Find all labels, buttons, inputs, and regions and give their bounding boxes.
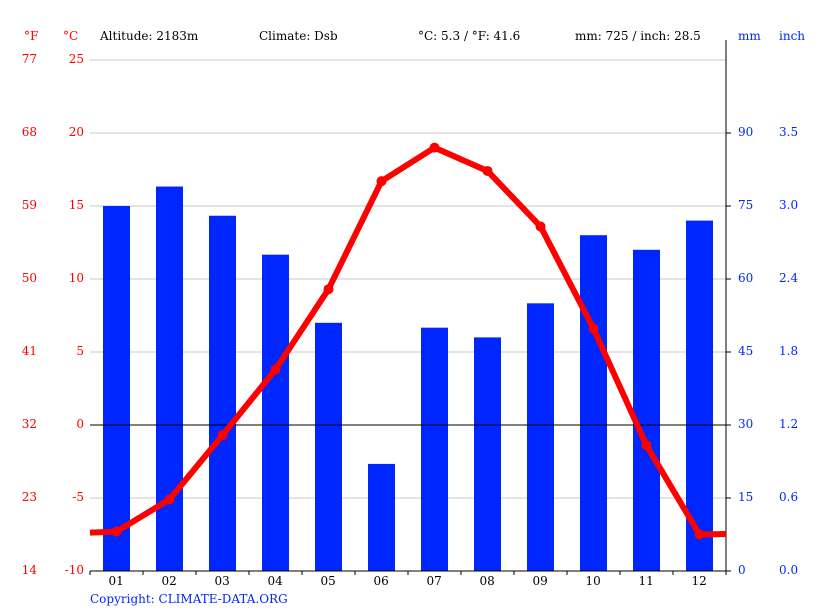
temperature-point [376,176,387,187]
month-label: 03 [214,574,230,588]
average-temperature-label: °C: 5.3 / °F: 41.6 [418,29,521,43]
fahrenheit-tick-label: 41 [21,344,37,358]
precipitation-bar [686,220,713,571]
fahrenheit-tick-label: 14 [21,563,37,577]
precipitation-bar [156,186,183,572]
mm-unit-label: mm [738,29,761,43]
celsius-tick-label: -5 [72,490,84,504]
temperature-point [641,440,652,451]
inch-tick-label: 1.2 [779,417,799,431]
precipitation-bar [262,254,289,571]
celsius-tick-label: 5 [76,344,84,358]
temperature-point [588,323,599,334]
precipitation-bar [527,303,554,571]
month-label: 05 [320,574,336,588]
inch-tick-label: 3.0 [779,198,799,212]
mm-tick-label: 90 [738,125,754,139]
temperature-point [270,364,281,375]
fahrenheit-tick-label: 59 [21,198,37,212]
temperature-point [111,526,122,537]
precipitation-bar [474,337,501,571]
temperature-point [164,494,175,505]
temperature-point [323,284,334,295]
inch-unit-label: inch [779,29,806,43]
celsius-tick-label: 10 [68,271,84,285]
inch-tick-label: 0.0 [779,563,799,577]
month-label: 10 [585,574,601,588]
month-label: 11 [638,574,654,588]
mm-tick-label: 60 [738,271,754,285]
month-label: 08 [479,574,495,588]
mm-tick-label: 75 [738,198,754,212]
fahrenheit-unit-label: °F [24,29,39,43]
month-label: 04 [267,574,283,588]
month-label: 12 [691,574,707,588]
month-label: 02 [161,574,177,588]
celsius-unit-label: °C [63,29,79,43]
fahrenheit-tick-label: 68 [21,125,37,139]
celsius-tick-label: 20 [68,125,84,139]
temperature-point [429,142,440,153]
climate-label: Climate: Dsb [259,29,338,43]
precipitation-bar [368,463,395,571]
month-label: 06 [373,574,389,588]
inch-tick-label: 2.4 [779,271,799,285]
fahrenheit-tick-label: 32 [21,417,37,431]
celsius-tick-label: 25 [68,52,84,66]
mm-tick-label: 45 [738,344,754,358]
temperature-line [89,144,727,538]
inch-tick-label: 3.5 [779,125,799,139]
total-precipitation-label: mm: 725 / inch: 28.5 [575,29,701,43]
precipitation-bar [633,249,660,572]
inch-tick-label: 0.6 [779,490,799,504]
temperature-point [217,430,228,441]
mm-tick-label: 0 [738,563,746,577]
altitude-label: Altitude: 2183m [100,29,199,43]
precipitation-bar [103,206,130,571]
month-label: 09 [532,574,548,588]
month-label: 01 [108,574,124,588]
temperature-point [482,165,493,176]
fahrenheit-tick-label: 23 [21,490,37,504]
precipitation-bar [209,215,236,571]
temperature-point [694,529,705,540]
fahrenheit-tick-label: 50 [21,271,37,285]
precipitation-bar [421,327,448,571]
mm-tick-label: 30 [738,417,754,431]
precipitation-bar [580,235,607,571]
precipitation-bar [315,322,342,571]
temperature-point [535,221,546,232]
mm-tick-label: 15 [738,490,754,504]
celsius-tick-label: 15 [68,198,84,212]
month-label: 07 [426,574,442,588]
fahrenheit-tick-label: 77 [21,52,37,66]
inch-tick-label: 1.8 [779,344,799,358]
copyright-link[interactable]: Copyright: CLIMATE-DATA.ORG [90,592,288,606]
celsius-tick-label: 0 [76,417,84,431]
celsius-tick-label: -10 [64,563,84,577]
